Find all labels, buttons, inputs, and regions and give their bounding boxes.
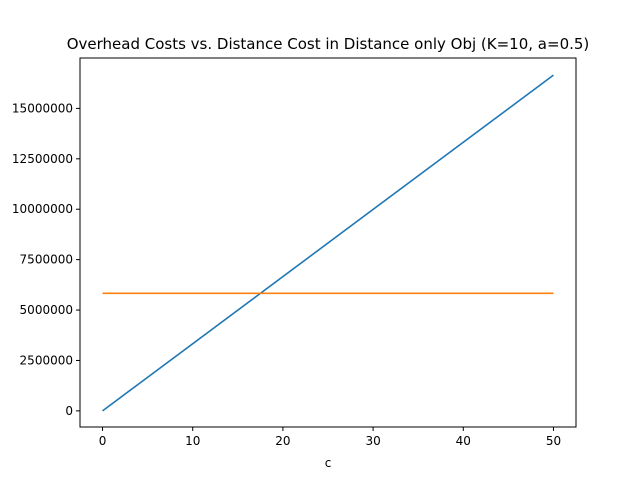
x-tick-label: 0 bbox=[99, 434, 107, 448]
x-tick-label: 20 bbox=[275, 434, 290, 448]
y-tick-label: 10000000 bbox=[12, 202, 73, 216]
x-tick-label: 40 bbox=[456, 434, 471, 448]
chart-title: Overhead Costs vs. Distance Cost in Dist… bbox=[67, 35, 590, 53]
y-tick-label: 7500000 bbox=[20, 253, 73, 267]
y-tick-label: 12500000 bbox=[12, 152, 73, 166]
y-tick-label: 2500000 bbox=[20, 353, 73, 367]
x-tick-label: 30 bbox=[365, 434, 380, 448]
y-tick-label: 0 bbox=[65, 404, 73, 418]
y-tick-label: 5000000 bbox=[20, 303, 73, 317]
x-axis-label: c bbox=[325, 456, 332, 470]
ticks-layer: 0 10 20 30 40 50 0 2500000 5000000 7500000 1000000… bbox=[12, 101, 561, 448]
y-tick-label: 15000000 bbox=[12, 101, 73, 115]
plot-area-frame bbox=[79, 57, 577, 428]
series-line-1 bbox=[102, 74, 554, 412]
x-tick-label: 50 bbox=[546, 434, 561, 448]
series-layer bbox=[102, 74, 554, 412]
x-tick-label: 10 bbox=[185, 434, 200, 448]
